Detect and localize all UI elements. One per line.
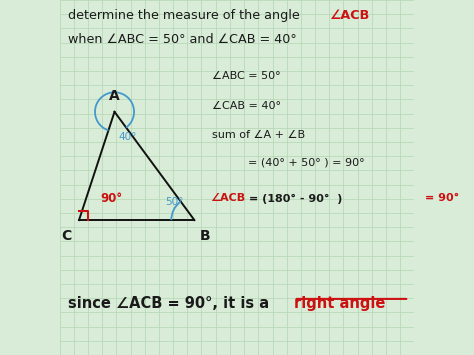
Text: = (40° + 50° ) = 90°: = (40° + 50° ) = 90° <box>247 158 365 168</box>
Text: 50°: 50° <box>166 197 184 207</box>
Text: right angle: right angle <box>294 296 385 311</box>
Text: B: B <box>200 229 210 243</box>
Text: = 90°: = 90° <box>425 193 459 203</box>
Text: 40°: 40° <box>119 132 137 142</box>
Text: ∠ACB: ∠ACB <box>329 9 370 22</box>
Text: sum of ∠A + ∠B: sum of ∠A + ∠B <box>212 130 305 140</box>
Text: ∠ACB: ∠ACB <box>210 193 246 203</box>
Text: ∠ABC = 50°: ∠ABC = 50° <box>212 71 281 81</box>
Text: determine the measure of the angle: determine the measure of the angle <box>68 9 308 22</box>
Text: ∠CAB = 40°: ∠CAB = 40° <box>212 101 281 111</box>
Text: when ∠ABC = 50° and ∠CAB = 40°: when ∠ABC = 50° and ∠CAB = 40° <box>68 33 297 46</box>
Text: since ∠ACB = 90°, it is a: since ∠ACB = 90°, it is a <box>68 296 274 311</box>
Text: C: C <box>62 229 72 243</box>
Text: A: A <box>109 89 120 103</box>
Text: 90°: 90° <box>100 192 122 205</box>
Text: = (180° - 90°  ): = (180° - 90° ) <box>249 193 346 203</box>
